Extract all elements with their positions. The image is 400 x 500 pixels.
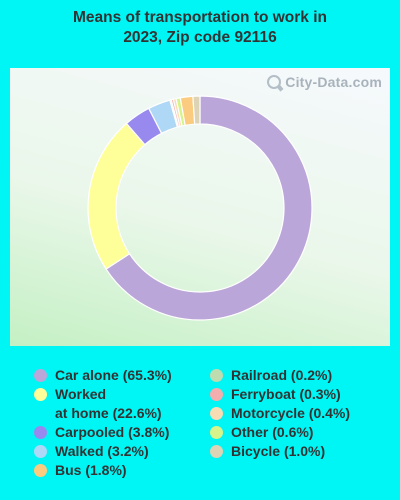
slice-bicycle	[192, 95, 201, 125]
legend-item: Railroad (0.2%)	[210, 366, 333, 385]
legend-value: (65.3%)	[122, 367, 172, 383]
chart-title-line-2: 2023, Zip code 92116	[123, 29, 277, 46]
legend-value: (1.0%)	[283, 443, 326, 459]
legend-label: Other	[231, 424, 269, 440]
legend-swatch	[34, 464, 47, 477]
legend-value: (3.2%)	[107, 443, 149, 459]
watermark: City-Data.com	[267, 74, 382, 90]
legend-item: Bus (1.8%)	[34, 461, 127, 480]
legend-label: Bicycle	[231, 443, 281, 459]
chart-title: Means of transportation to work in 2023,…	[0, 8, 400, 48]
legend-item: Worked at home (22.6%)	[34, 385, 162, 423]
legend-swatch	[210, 426, 223, 439]
legend-value: (1.8%)	[85, 462, 127, 478]
legend-value: (0.4%)	[308, 405, 351, 421]
legend-label: Worked	[55, 386, 107, 402]
legend-swatch	[34, 388, 47, 401]
watermark-text: City-Data.com	[285, 74, 382, 90]
legend-value: (0.6%)	[272, 424, 314, 440]
legend-item: Other (0.6%)	[210, 423, 314, 442]
legend-swatch	[210, 407, 223, 420]
slice-worked-at-home	[87, 122, 146, 270]
legend-label: Car alone	[55, 367, 119, 383]
legend-label: Railroad	[231, 367, 288, 383]
legend-swatch	[210, 369, 223, 382]
plot-area: City-Data.com	[10, 68, 390, 346]
legend-item: Walked (3.2%)	[34, 442, 149, 461]
legend-value: (0.3%)	[299, 386, 341, 402]
legend-label: Walked	[55, 443, 104, 459]
legend-item: Bicycle (1.0%)	[210, 442, 326, 461]
legend-item: Car alone (65.3%)	[34, 366, 172, 385]
legend-label: Motorcycle	[231, 405, 305, 421]
donut-slices	[87, 95, 313, 321]
legend-item: Carpooled (3.8%)	[34, 423, 170, 442]
legend-item: Ferryboat (0.3%)	[210, 385, 341, 404]
legend-swatch	[34, 445, 47, 458]
legend-value: (0.2%)	[290, 367, 333, 383]
magnifier-icon	[267, 75, 282, 89]
legend-swatch	[210, 445, 223, 458]
legend-label: Bus	[55, 462, 82, 478]
legend-swatch	[34, 426, 47, 439]
donut-chart	[87, 95, 313, 321]
legend-label: Carpooled	[55, 424, 125, 440]
slice-car-alone	[105, 95, 313, 321]
legend-value: (3.8%)	[128, 424, 170, 440]
legend-swatch	[34, 369, 47, 382]
legend: Car alone (65.3%) Worked at home (22.6%) Ca…	[0, 366, 400, 496]
legend-item: Motorcycle (0.4%)	[210, 404, 351, 423]
legend-value: (22.6%)	[112, 405, 162, 421]
legend-swatch	[210, 388, 223, 401]
legend-label-line-2: at home	[55, 405, 109, 421]
chart-title-line-1: Means of transportation to work in	[72, 9, 328, 26]
legend-label: Ferryboat	[231, 386, 296, 402]
